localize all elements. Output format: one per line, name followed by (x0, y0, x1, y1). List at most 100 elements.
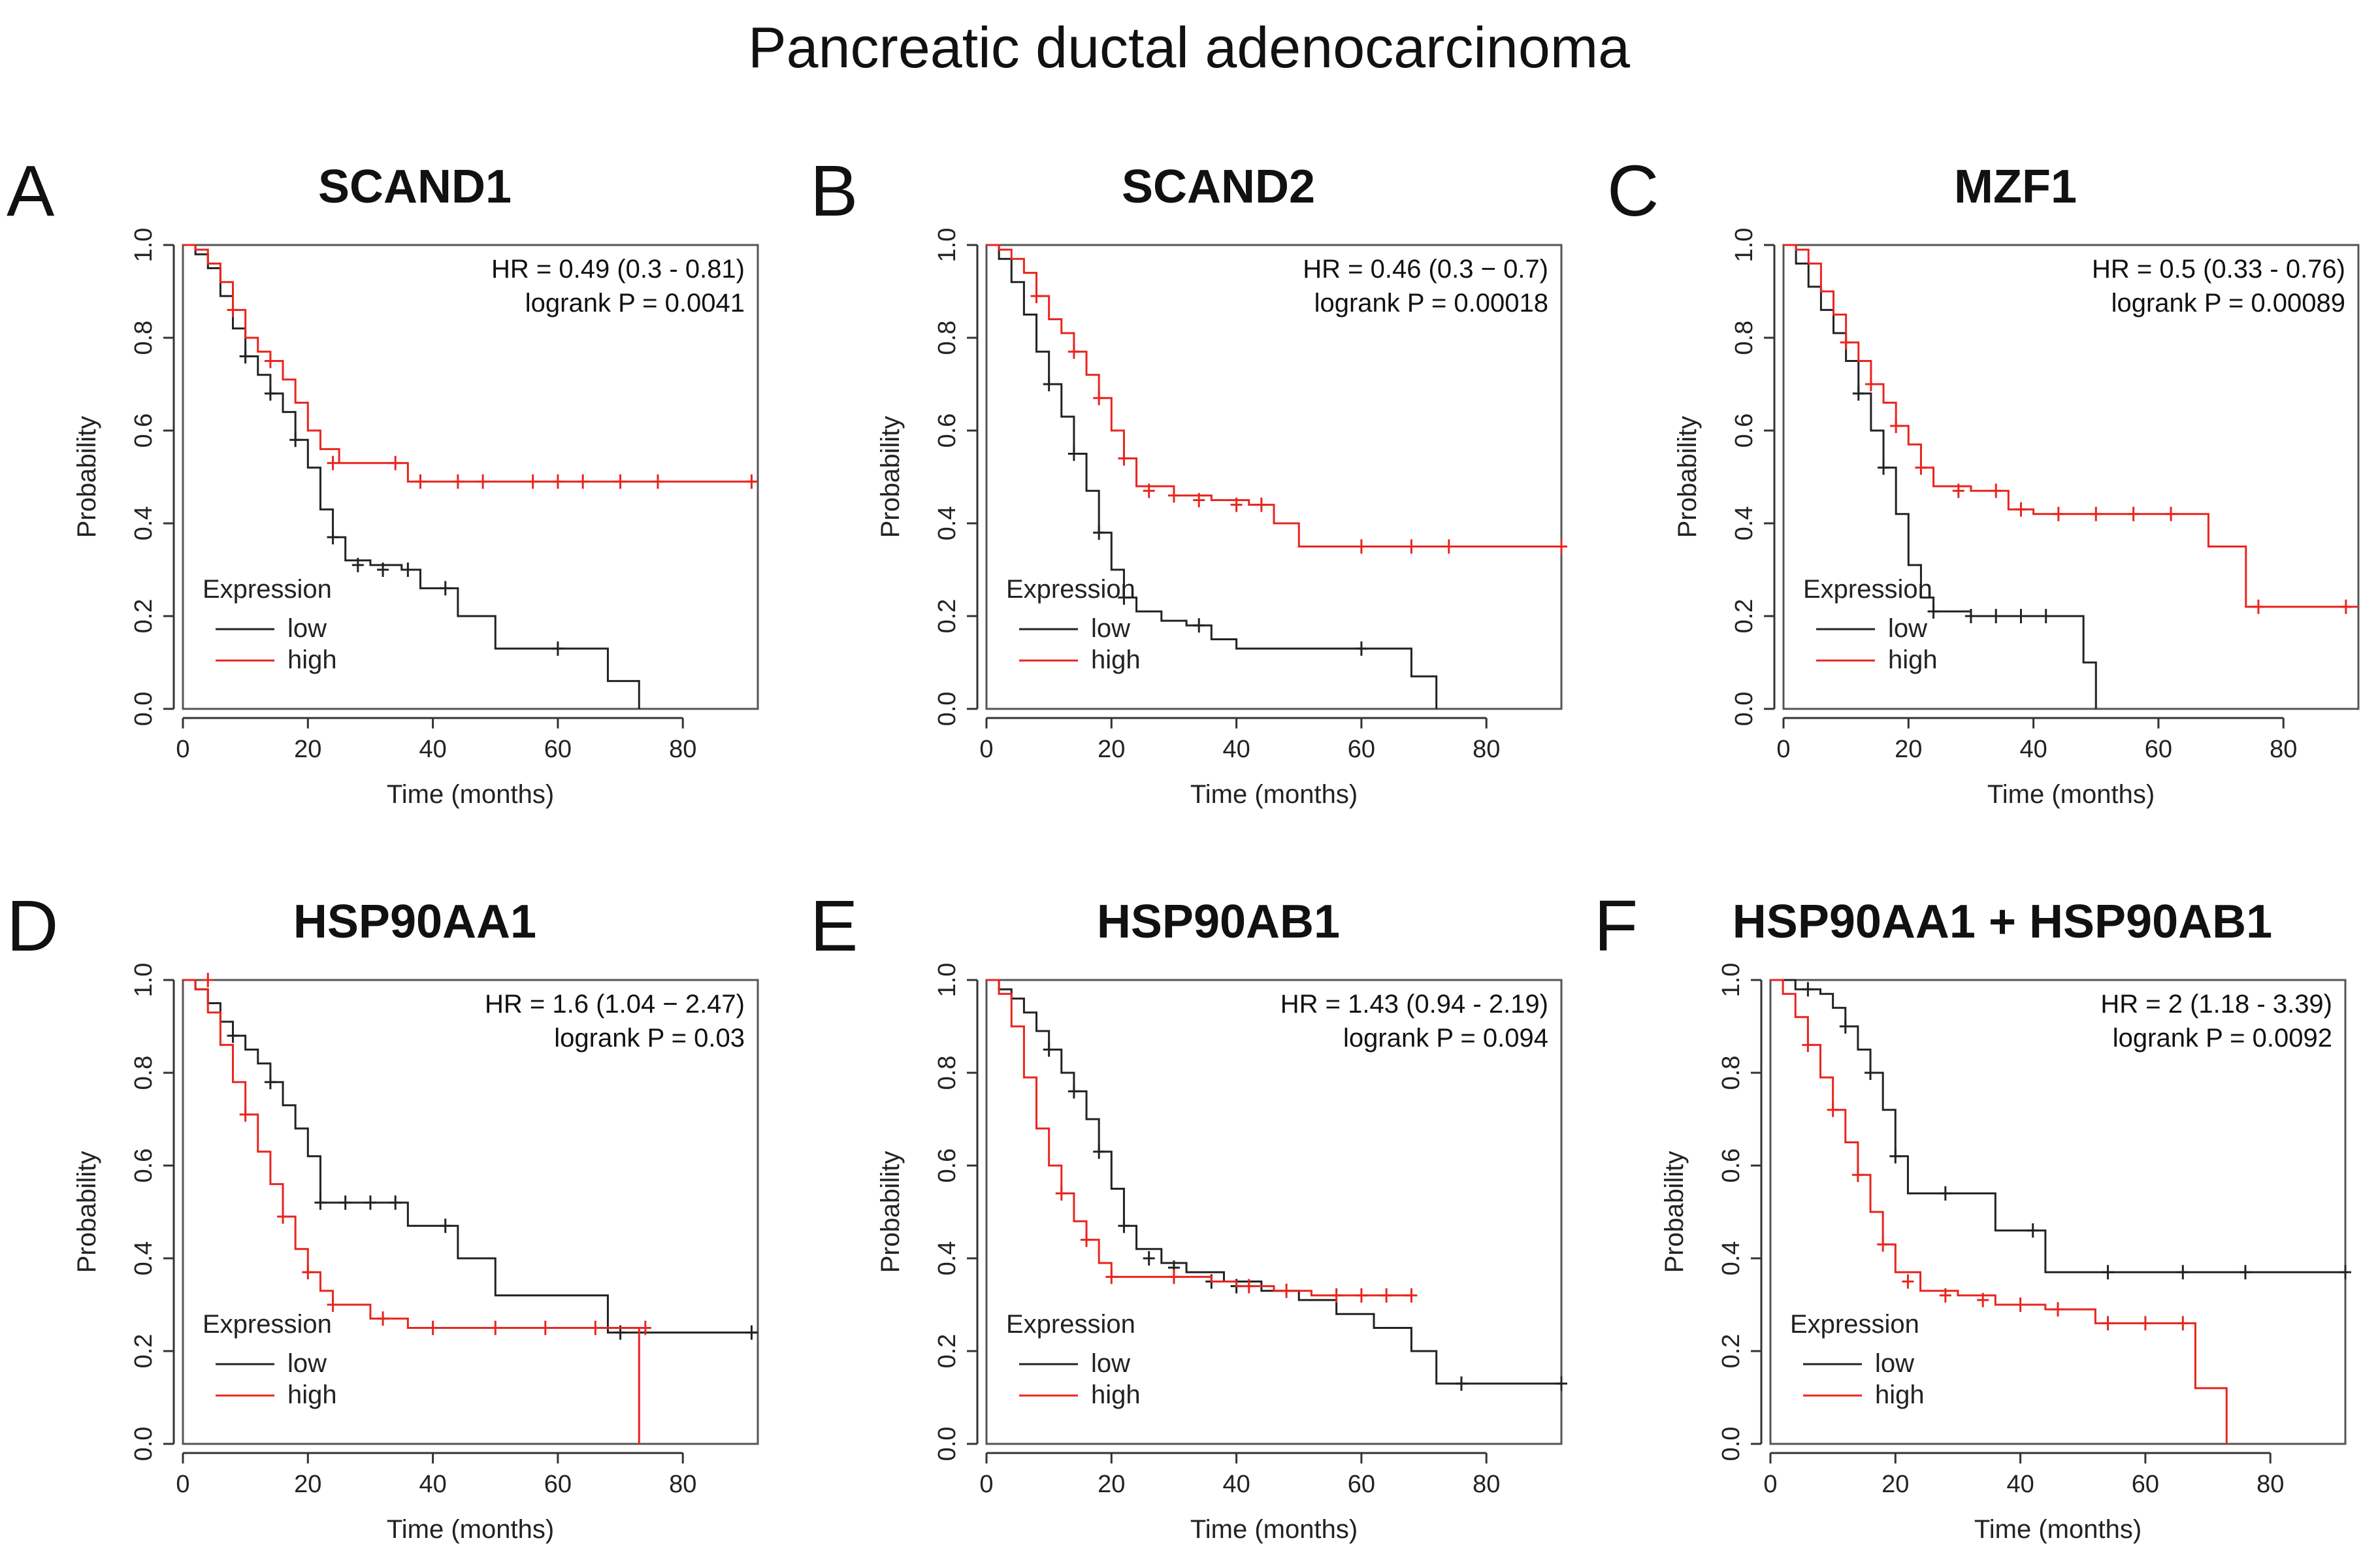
censor-mark-low (289, 433, 302, 448)
x-tick-label: 80 (1473, 736, 1500, 763)
legend-label-high: high (1091, 645, 1141, 674)
censor-mark-low (314, 1195, 327, 1210)
plot-frame (1769, 979, 2347, 1445)
x-axis-title: Time (months) (1190, 1515, 1358, 1544)
x-tick-label: 60 (2145, 736, 2172, 763)
censor-mark-high (1902, 1274, 1914, 1289)
plot-frame (182, 244, 759, 710)
x-axis-title: Time (months) (1974, 1515, 2142, 1544)
x-tick-label: 0 (176, 736, 189, 763)
legend-label-low: low (1091, 614, 1130, 643)
panel-letter: F (1594, 886, 1638, 966)
panel-title: MZF1 (1954, 161, 2077, 213)
censor-mark-high (614, 474, 627, 489)
censor-mark-low (364, 1195, 376, 1210)
x-tick-label: 80 (2270, 736, 2297, 763)
censor-mark-high (1167, 1269, 1180, 1284)
legend-label-low: low (1091, 1349, 1130, 1378)
censor-mark-high (577, 474, 589, 489)
censor-mark-low (1852, 386, 1865, 401)
censor-mark-high (1851, 1168, 1864, 1183)
censor-mark-low (1118, 1218, 1130, 1233)
censor-mark-high (1802, 1037, 1814, 1053)
censor-mark-high (1890, 418, 1902, 433)
logrank-annotation: logrank P = 0.0092 (2113, 1024, 2332, 1053)
censor-mark-low (439, 581, 451, 596)
x-tick-label: 40 (419, 1471, 446, 1498)
censor-mark-low (1143, 1251, 1155, 1266)
x-tick-label: 80 (669, 1471, 696, 1498)
censor-mark-low (745, 1325, 758, 1340)
censor-mark-low (1067, 1084, 1080, 1099)
censor-mark-low (1990, 609, 2002, 623)
censor-mark-high (1280, 1283, 1293, 1298)
x-tick-label: 40 (2006, 1471, 2034, 1498)
censor-mark-low (551, 641, 564, 656)
y-tick-label: 0.4 (130, 506, 157, 541)
censor-mark-high (1355, 1288, 1367, 1303)
censor-mark-high (1105, 1269, 1118, 1284)
y-tick-label: 0.8 (934, 321, 961, 355)
censor-mark-low (351, 557, 364, 572)
panel-title: HSP90AA1 + HSP90AB1 (1732, 896, 2273, 948)
x-tick-label: 60 (1348, 1471, 1375, 1498)
km-plot: 0 20 40 60 80 Time (months) 0.0 0.2 0.4 0.6 0.8 1.0… (73, 228, 759, 809)
censor-mark-low (1555, 1376, 1567, 1391)
x-tick-label: 20 (294, 736, 321, 763)
y-tick-label: 0.4 (934, 1241, 961, 1276)
y-tick-label: 0.2 (934, 599, 961, 634)
y-tick-label: 0.8 (1731, 321, 1758, 355)
y-tick-label: 0.2 (1731, 599, 1758, 634)
y-tick-label: 0.6 (130, 1149, 157, 1183)
censor-mark-high (651, 474, 664, 489)
legend-title: Expression (1006, 1310, 1135, 1339)
y-tick-label: 0.2 (130, 1334, 157, 1369)
legend-label-high: high (1875, 1380, 1925, 1409)
x-tick-label: 60 (2132, 1471, 2159, 1498)
censor-mark-high (389, 455, 402, 470)
censor-mark-high (639, 1320, 651, 1335)
panel-b: B SCAND2 0 20 40 60 80 Time (months) 0.0 0.2 0.4… (810, 151, 1594, 813)
x-tick-label: 40 (1222, 736, 1250, 763)
x-axis-title: Time (months) (387, 780, 554, 809)
x-tick-label: 60 (1348, 736, 1375, 763)
panel-title: SCAND2 (1121, 161, 1316, 213)
plot-frame (182, 979, 759, 1445)
km-plot: 0 20 40 60 80 Time (months) 0.0 0.2 0.4 0.6 0.8 1.0… (876, 228, 1567, 809)
censor-mark-high (1167, 488, 1180, 503)
panel-title: SCAND1 (318, 161, 512, 213)
censor-mark-low (1964, 609, 1977, 623)
x-tick-label: 80 (1473, 1471, 1500, 1498)
x-tick-label: 60 (544, 1471, 572, 1498)
figure-title: Pancreatic ductal adenocarcinoma (747, 15, 1631, 80)
censor-mark-high (2015, 502, 2027, 517)
panel-letter: A (7, 151, 55, 231)
hr-annotation: HR = 0.5 (0.33 - 0.76) (2092, 255, 2345, 284)
y-tick-label: 1.0 (1718, 963, 1745, 998)
panel-a: A SCAND1 0 20 40 60 80 Time (months) 0.0 0.2 0.4… (7, 151, 790, 813)
censor-mark-high (277, 1209, 289, 1224)
legend-label-high: high (287, 1380, 337, 1409)
panel-letter: B (810, 151, 858, 231)
censor-mark-low (1889, 1149, 1902, 1164)
censor-mark-high (2052, 506, 2064, 521)
y-tick-label: 0.0 (1731, 692, 1758, 727)
censor-mark-high (1055, 1186, 1067, 1201)
censor-mark-low (2177, 1265, 2189, 1280)
censor-mark-low (402, 563, 414, 577)
y-tick-label: 1.0 (130, 228, 157, 263)
censor-mark-high (1990, 483, 2002, 498)
censor-mark-low (264, 386, 276, 401)
censor-mark-high (2102, 1316, 2114, 1331)
x-tick-label: 0 (176, 1471, 189, 1498)
y-tick-label: 0.8 (130, 1056, 157, 1090)
censor-mark-high (477, 474, 489, 489)
panel-d: D HSP90AA1 0 20 40 60 80 Time (months) 0.0 0.2 0… (7, 886, 790, 1548)
censor-mark-low (1118, 590, 1130, 605)
legend-title: Expression (1790, 1310, 1919, 1339)
censor-mark-high (527, 474, 539, 489)
logrank-annotation: logrank P = 0.03 (554, 1024, 745, 1053)
censor-mark-low (339, 1195, 351, 1210)
y-tick-label: 1.0 (934, 963, 961, 998)
censor-mark-low (1355, 641, 1367, 656)
